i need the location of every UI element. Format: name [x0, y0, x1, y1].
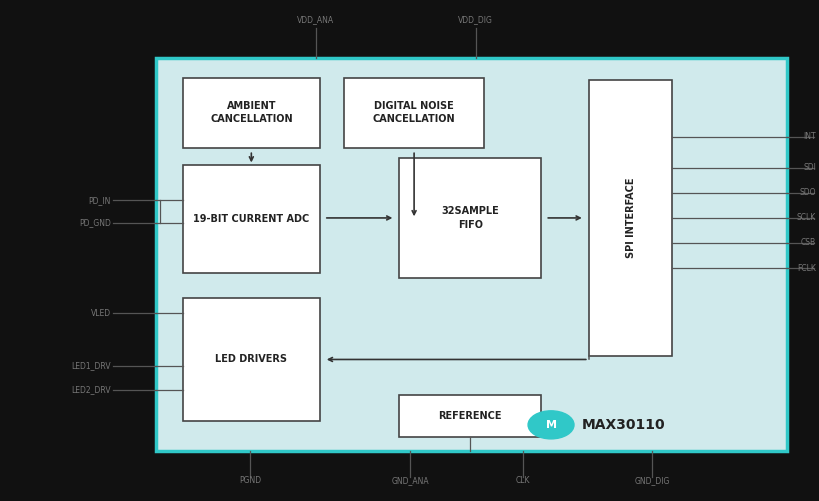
Bar: [399, 395, 541, 437]
Text: AMBIENT
CANCELLATION: AMBIENT CANCELLATION: [210, 101, 292, 124]
Circle shape: [527, 411, 573, 439]
Text: SCLK: SCLK: [796, 213, 815, 222]
Text: 19-BIT CURRENT ADC: 19-BIT CURRENT ADC: [193, 214, 309, 224]
Text: REFERENCE: REFERENCE: [438, 411, 501, 421]
Text: INT: INT: [803, 132, 815, 141]
Text: SDI: SDI: [802, 163, 815, 172]
Text: PD_GND: PD_GND: [79, 218, 111, 227]
Text: M: M: [545, 420, 556, 430]
Text: SPI INTERFACE: SPI INTERFACE: [625, 178, 635, 258]
Text: 32SAMPLE
FIFO: 32SAMPLE FIFO: [441, 206, 499, 229]
Text: GND_ANA: GND_ANA: [391, 476, 428, 485]
Text: LED2_DRV: LED2_DRV: [71, 385, 111, 394]
Bar: [156, 58, 786, 451]
Text: LED DRIVERS: LED DRIVERS: [215, 355, 287, 364]
Text: SDO: SDO: [799, 188, 815, 197]
Text: FCLK: FCLK: [796, 264, 815, 273]
Text: CLK: CLK: [515, 476, 530, 485]
Text: VDD_ANA: VDD_ANA: [296, 16, 334, 25]
Text: VDD_DIG: VDD_DIG: [458, 16, 492, 25]
Bar: [183, 165, 319, 273]
Bar: [183, 298, 319, 421]
Text: MAX30110: MAX30110: [581, 418, 665, 432]
Text: VLED: VLED: [90, 309, 111, 318]
Text: LED1_DRV: LED1_DRV: [71, 361, 111, 370]
Text: DIGITAL NOISE
CANCELLATION: DIGITAL NOISE CANCELLATION: [373, 101, 455, 124]
Text: PD_IN: PD_IN: [88, 196, 111, 205]
Text: PGND: PGND: [239, 476, 260, 485]
Bar: [183, 78, 319, 148]
Bar: [399, 158, 541, 278]
Text: GND_DIG: GND_DIG: [633, 476, 669, 485]
Bar: [344, 78, 483, 148]
Text: CSB: CSB: [800, 238, 815, 247]
Bar: [588, 80, 672, 356]
